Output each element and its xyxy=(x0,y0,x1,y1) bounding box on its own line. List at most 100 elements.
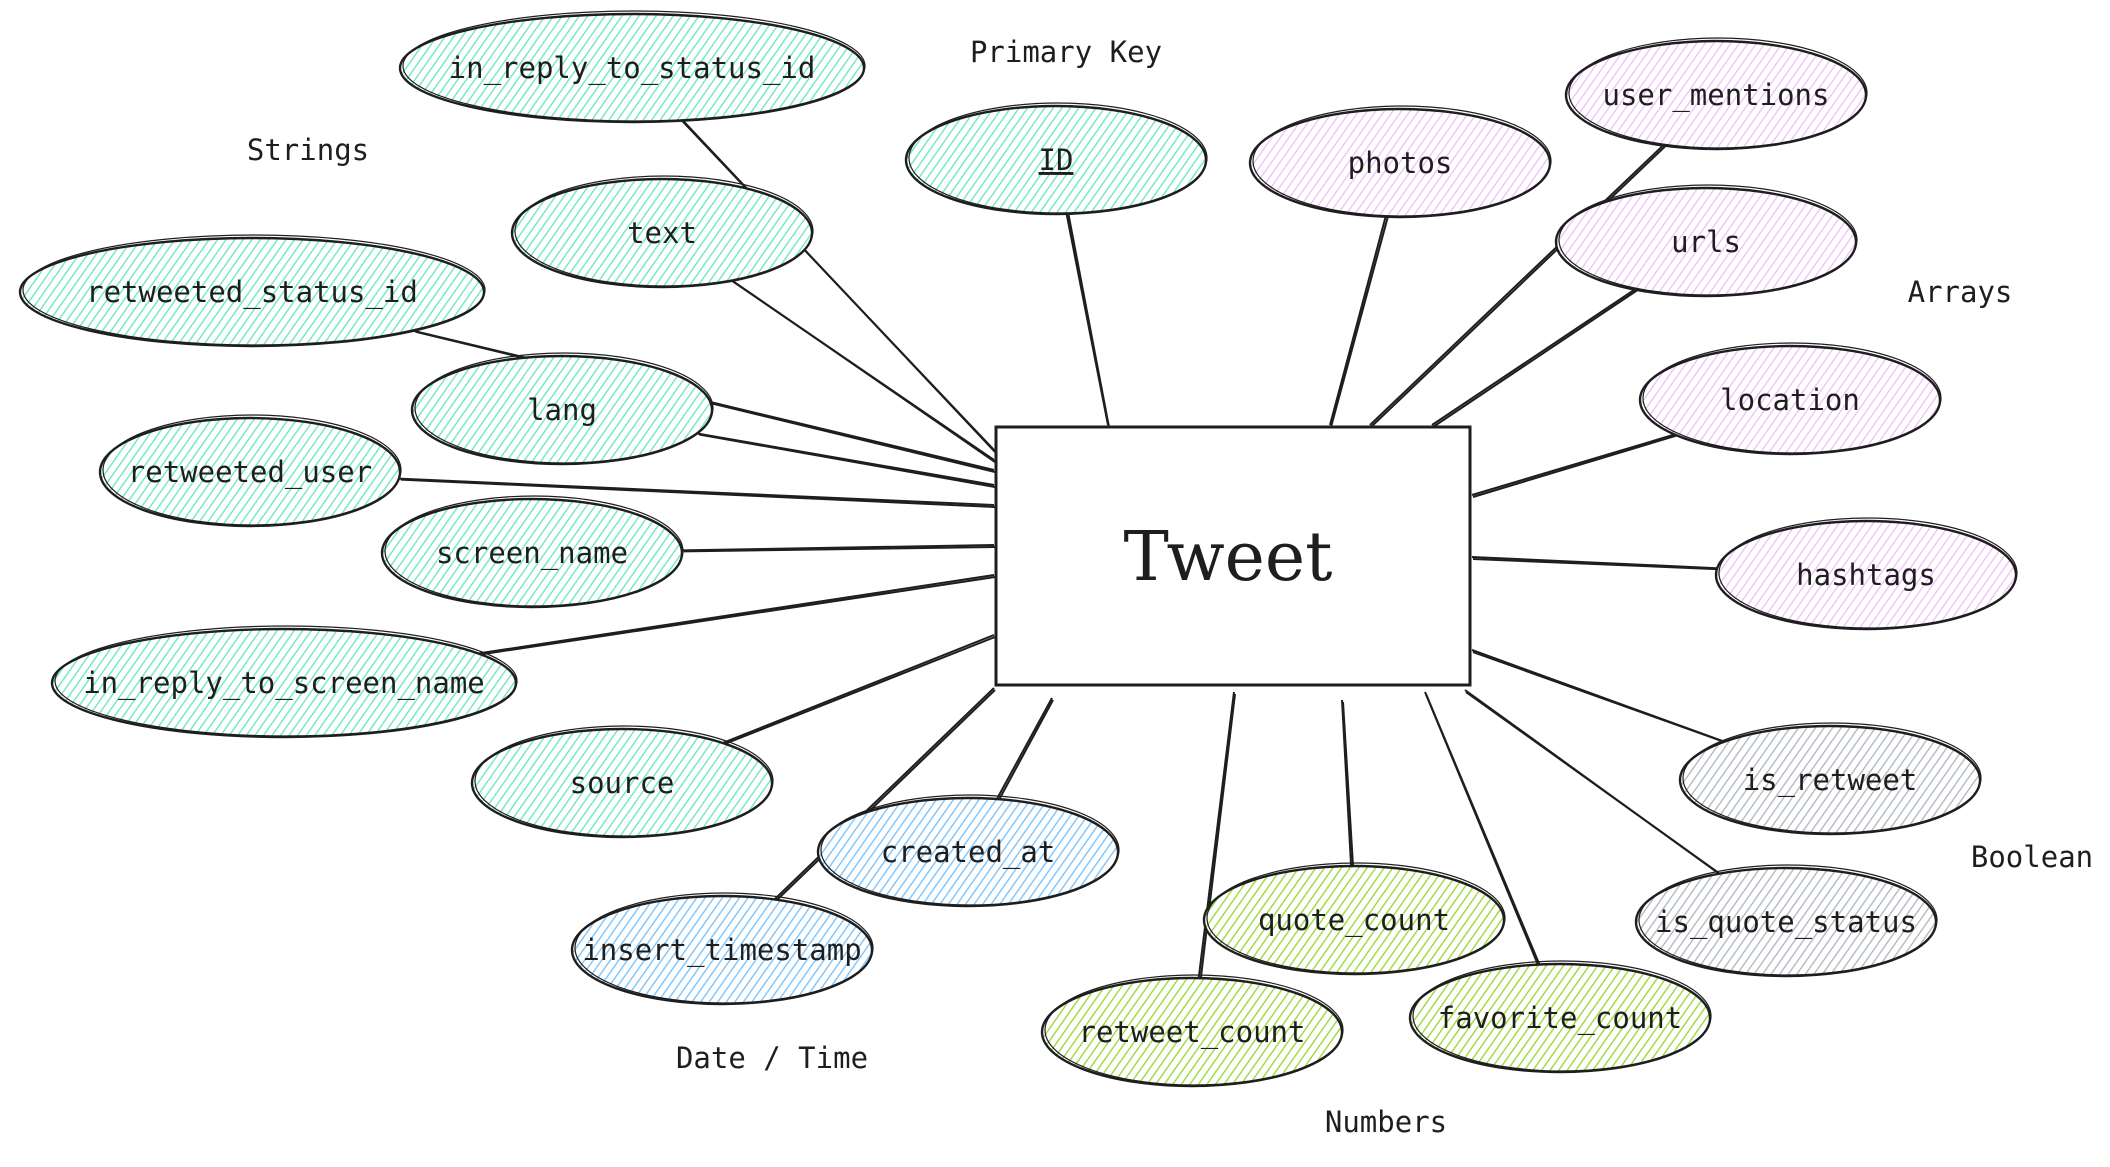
attribute-node-text[interactable]: text xyxy=(510,175,814,289)
attribute-node-retweeted-user[interactable]: retweeted_user xyxy=(98,414,402,528)
attribute-ellipse-retweet-count[interactable] xyxy=(1040,976,1344,1088)
attribute-label-insert-timestamp: insert_timestamp xyxy=(582,933,861,968)
attribute-node-hashtags[interactable]: hashtags xyxy=(1714,517,2018,631)
attribute-ellipse-lang[interactable] xyxy=(410,354,714,466)
attribute-ellipse-screen-name[interactable] xyxy=(380,497,684,609)
group-label-primary-key: Primary Key xyxy=(970,35,1162,69)
connector-urls xyxy=(1431,288,1636,426)
connector-insert-timestamp-sketch xyxy=(775,689,996,902)
attribute-label-id: ID xyxy=(1039,143,1074,177)
attribute-label-screen-name: screen_name xyxy=(436,536,628,571)
attribute-node-location[interactable]: location xyxy=(1638,342,1942,456)
entity-box[interactable] xyxy=(994,425,1472,687)
attribute-ellipse-sketch-user-mentions xyxy=(1568,37,1868,149)
attribute-ellipse-in-reply-to-status-id[interactable] xyxy=(398,12,866,124)
attribute-ellipse-sketch-is-quote-status xyxy=(1638,864,1938,976)
attribute-ellipse-is-quote-status[interactable] xyxy=(1634,866,1938,978)
attribute-ellipse-sketch-lang xyxy=(414,352,714,464)
attribute-node-created-at[interactable]: created_at xyxy=(816,794,1120,908)
attribute-node-photos[interactable]: photos xyxy=(1248,105,1552,219)
entity-label: Tweet xyxy=(1124,518,1333,597)
group-label-date-time: Date / Time xyxy=(676,1041,868,1075)
attribute-ellipse-id[interactable] xyxy=(904,104,1208,216)
attribute-node-user-mentions[interactable]: user_mentions xyxy=(1564,37,1868,151)
attribute-node-source[interactable]: source xyxy=(470,725,774,839)
attribute-label-retweeted-user: retweeted_user xyxy=(128,455,372,490)
connector-in-reply-to-screen-name-sketch xyxy=(480,576,996,656)
attribute-node-lang[interactable]: lang xyxy=(410,352,714,466)
attribute-node-insert-timestamp[interactable]: insert_timestamp xyxy=(570,892,874,1006)
attribute-ellipse-sketch-id xyxy=(908,102,1208,214)
attribute-node-favorite-count[interactable]: favorite_count xyxy=(1408,960,1712,1074)
attribute-nodes: in_reply_to_status_id ID photos user_mentio… xyxy=(18,10,2018,1088)
connector-id-sketch xyxy=(1067,214,1110,428)
attribute-node-retweet-count[interactable]: retweet_count xyxy=(1040,974,1344,1088)
connector-location-sketch xyxy=(1472,434,1677,498)
attribute-ellipse-insert-timestamp[interactable] xyxy=(570,894,874,1006)
connector-retweeted-user xyxy=(398,477,995,506)
attribute-ellipse-quote-count[interactable] xyxy=(1202,864,1506,976)
attribute-node-urls[interactable]: urls xyxy=(1554,184,1858,298)
attribute-label-retweeted-status-id: retweeted_status_id xyxy=(86,275,418,310)
attribute-node-screen-name[interactable]: screen_name xyxy=(380,495,684,609)
attribute-ellipse-sketch-photos xyxy=(1252,105,1552,217)
connector-quote-count-sketch xyxy=(1342,701,1355,868)
attribute-node-in-reply-to-status-id[interactable]: in_reply_to_status_id xyxy=(398,10,866,124)
connector-user-mentions xyxy=(1369,144,1664,426)
attribute-ellipse-text[interactable] xyxy=(510,177,814,289)
attribute-label-lang: lang xyxy=(527,393,597,427)
connector-lines xyxy=(398,120,1727,980)
attribute-ellipse-favorite-count[interactable] xyxy=(1408,962,1712,1074)
attribute-ellipse-sketch-favorite-count xyxy=(1412,960,1712,1072)
attribute-ellipse-user-mentions[interactable] xyxy=(1564,39,1868,151)
entity-tweet[interactable]: Tweet xyxy=(994,425,1472,687)
attribute-ellipse-sketch-quote-count xyxy=(1206,862,1506,974)
group-label-arrays: Arrays xyxy=(1908,275,2013,309)
attribute-ellipse-in-reply-to-screen-name[interactable] xyxy=(50,627,518,739)
group-labels: Primary Key Strings Arrays Boolean Date / Ti… xyxy=(247,35,2093,1139)
attribute-label-quote-count: quote_count xyxy=(1258,903,1450,938)
attribute-ellipse-sketch-retweeted-user xyxy=(102,414,402,526)
attribute-label-hashtags: hashtags xyxy=(1796,558,1936,592)
attribute-label-location: location xyxy=(1720,383,1860,417)
attribute-label-photos: photos xyxy=(1348,146,1453,180)
connector-created-at-sketch xyxy=(998,699,1054,801)
attribute-label-created-at: created_at xyxy=(881,835,1056,870)
attribute-ellipse-urls[interactable] xyxy=(1554,186,1858,298)
attribute-ellipse-sketch-urls xyxy=(1558,184,1858,296)
attribute-ellipse-retweeted-user[interactable] xyxy=(98,416,402,528)
attribute-ellipse-sketch-location xyxy=(1642,342,1942,454)
attribute-ellipse-sketch-retweet-count xyxy=(1044,974,1344,1086)
attribute-label-text: text xyxy=(627,216,697,250)
connector-source-sketch xyxy=(724,636,996,745)
attribute-ellipse-sketch-source xyxy=(474,725,774,837)
attribute-node-retweeted-status-id[interactable]: retweeted_status_id xyxy=(18,234,486,348)
attribute-ellipse-source[interactable] xyxy=(470,727,774,839)
attribute-ellipse-sketch-in-reply-to-status-id xyxy=(402,10,866,122)
group-label-boolean: Boolean xyxy=(1971,840,2093,874)
connector-is-retweet-sketch xyxy=(1472,651,1727,744)
connector-retweeted-user-sketch xyxy=(400,478,996,508)
attribute-ellipse-retweeted-status-id[interactable] xyxy=(18,236,486,348)
attribute-ellipse-created-at[interactable] xyxy=(816,796,1120,908)
attribute-node-id[interactable]: ID xyxy=(904,102,1208,216)
attribute-node-quote-count[interactable]: quote_count xyxy=(1202,862,1506,976)
attribute-ellipse-location[interactable] xyxy=(1638,344,1942,456)
attribute-label-urls: urls xyxy=(1671,225,1741,259)
attribute-node-is-retweet[interactable]: is_retweet xyxy=(1678,722,1982,836)
attribute-ellipse-is-retweet[interactable] xyxy=(1678,724,1982,836)
attribute-ellipse-hashtags[interactable] xyxy=(1714,519,2018,631)
attribute-node-in-reply-to-screen-name[interactable]: in_reply_to_screen_name xyxy=(50,625,518,739)
connector-source xyxy=(722,634,995,744)
connector-photos xyxy=(1329,216,1387,426)
attribute-ellipse-photos[interactable] xyxy=(1248,107,1552,219)
attribute-ellipse-sketch-screen-name xyxy=(384,495,684,607)
connector-favorite-count-sketch xyxy=(1425,693,1541,966)
attribute-ellipse-sketch-in-reply-to-screen-name xyxy=(54,625,518,737)
attribute-ellipse-sketch-is-retweet xyxy=(1682,722,1982,834)
connector-hashtags xyxy=(1471,556,1718,570)
connector-in-reply-to-status-id-sketch xyxy=(683,121,996,453)
attribute-node-is-quote-status[interactable]: is_quote_status xyxy=(1634,864,1938,978)
attribute-label-retweet-count: retweet_count xyxy=(1079,1015,1306,1050)
